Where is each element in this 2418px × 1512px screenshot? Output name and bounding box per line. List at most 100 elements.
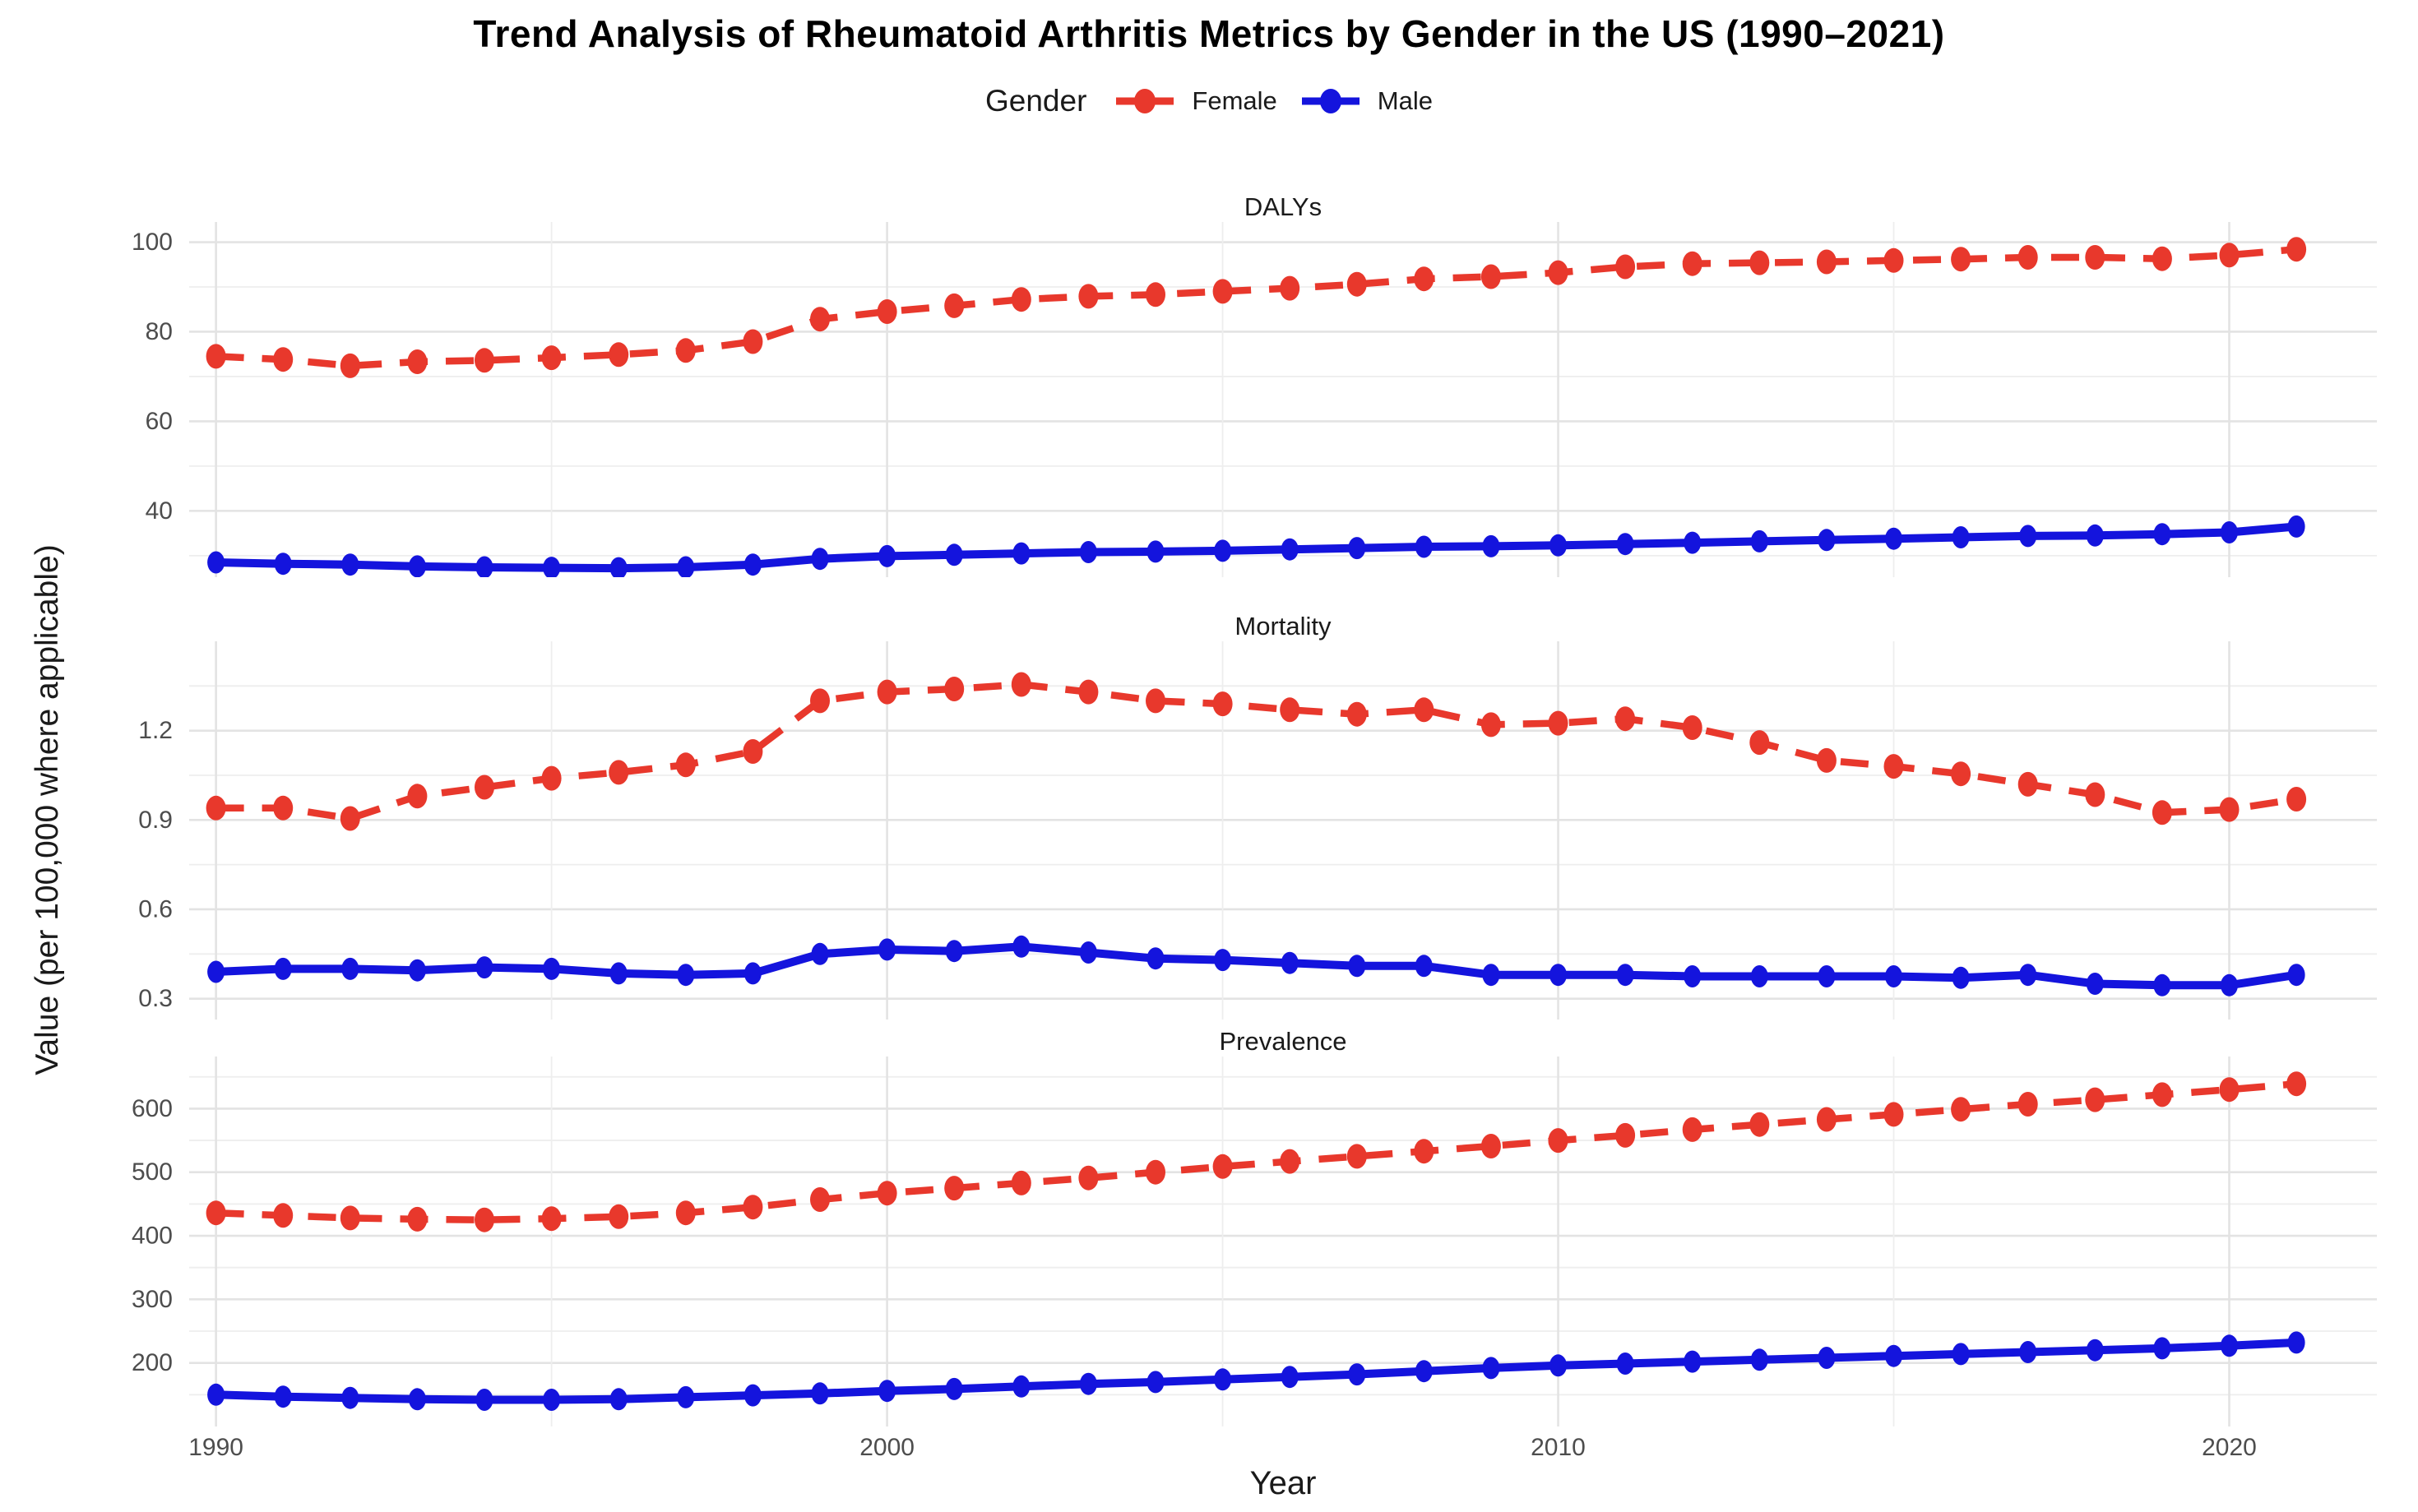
data-point-male [1482, 1357, 1500, 1380]
data-point-male [1549, 534, 1567, 557]
data-point-female [1548, 710, 1568, 736]
data-point-female [1212, 1154, 1233, 1179]
data-point-female [2219, 243, 2240, 268]
series-line-female [215, 681, 2297, 822]
data-point-female [1011, 1170, 1031, 1195]
data-point-male [1684, 531, 1702, 554]
data-point-female [206, 795, 226, 821]
x-axis-title: Year [1249, 1465, 1317, 1501]
data-point-female [675, 1200, 696, 1226]
y-tick-label: 200 [132, 1349, 173, 1376]
data-point-male [2153, 973, 2171, 996]
data-point-female [1480, 264, 1501, 289]
data-point-female [2152, 800, 2172, 825]
y-tick-label: 400 [132, 1223, 173, 1250]
data-point-female [1480, 1134, 1501, 1158]
data-point-male [1616, 1352, 1634, 1375]
data-point-male [1482, 964, 1500, 987]
data-point-male [609, 962, 628, 985]
data-point-female [944, 677, 965, 701]
data-point-male [475, 1389, 493, 1411]
data-point-male [1079, 941, 1097, 964]
data-point-male [743, 553, 762, 576]
data-point-female [1749, 250, 1770, 275]
data-point-male [609, 557, 628, 577]
data-point-female [1146, 282, 1165, 307]
data-point-female [1346, 271, 1367, 297]
data-point-male [1214, 1368, 1232, 1391]
data-point-male [1750, 529, 1768, 553]
data-point-male [1818, 529, 1836, 552]
data-point-female [1146, 1159, 1165, 1185]
data-point-female [1146, 688, 1165, 714]
data-point-male [341, 1386, 359, 1409]
y-tick-label: 60 [146, 408, 173, 435]
data-point-male [1750, 1348, 1768, 1371]
data-point-male [677, 556, 695, 577]
data-point-male [543, 957, 561, 980]
data-point-male [1616, 964, 1634, 987]
y-tick-label: 300 [132, 1286, 173, 1313]
data-point-female [1816, 747, 1837, 773]
data-point-female [1414, 1139, 1434, 1164]
x-tick-label: 2000 [859, 1434, 915, 1461]
data-point-male [1952, 1343, 1970, 1366]
data-point-male [1348, 955, 1366, 978]
chart-panel-mortality: 0.3 0.6 0.9 1.2 [138, 641, 2377, 1020]
data-point-female [1548, 1128, 1568, 1154]
data-point-male [1012, 1375, 1031, 1398]
data-point-female [2017, 245, 2038, 270]
data-point-female [340, 806, 360, 831]
data-point-female [1883, 1102, 1904, 1127]
data-point-male [2287, 515, 2305, 538]
facet-title-prevalence: Prevalence [1219, 1027, 1347, 1056]
data-point-male [1952, 966, 1970, 989]
data-point-male [543, 557, 561, 577]
facet-title-mortality: Mortality [1234, 612, 1332, 640]
data-point-female [810, 307, 830, 332]
data-point-male [1415, 1360, 1433, 1383]
x-tick-label: 2020 [2202, 1434, 2257, 1461]
data-point-male [341, 553, 359, 576]
series-line-male [215, 942, 2297, 990]
data-point-male [811, 942, 829, 965]
data-point-female [1615, 254, 1636, 280]
data-point-female [810, 1187, 830, 1212]
y-tick-label: 0.9 [138, 807, 173, 834]
data-point-male [2086, 973, 2104, 995]
y-tick-label: 500 [132, 1158, 173, 1186]
y-tick-label: 0.6 [138, 895, 173, 922]
y-tick-label: 0.3 [138, 985, 173, 1012]
data-point-female [2152, 246, 2172, 271]
data-point-male [878, 938, 896, 961]
data-point-female [1951, 247, 1971, 272]
data-point-female [1883, 247, 1904, 273]
data-point-female [1883, 754, 1904, 779]
data-point-male [1415, 955, 1433, 978]
data-point-male [2287, 964, 2305, 987]
data-point-male [408, 555, 426, 577]
data-point-female [1548, 260, 1568, 285]
data-point-female [1615, 1122, 1636, 1148]
data-point-male [1012, 542, 1031, 565]
chart-panel-prevalence: 200 300 400 500 600 [132, 1057, 2377, 1426]
data-point-female [407, 784, 428, 809]
data-point-male [878, 544, 896, 567]
data-point-female [1078, 284, 1099, 309]
data-point-male [1281, 538, 1299, 561]
data-point-male [1616, 533, 1634, 556]
data-point-female [273, 1203, 294, 1228]
data-point-female [1078, 679, 1099, 705]
male-line-key-icon [1299, 82, 1363, 120]
data-point-female [743, 1195, 763, 1220]
data-point-female [1280, 275, 1300, 301]
data-point-female [2017, 771, 2038, 797]
data-point-female [1816, 249, 1837, 275]
data-point-female [743, 739, 763, 764]
data-point-male [1684, 1350, 1702, 1373]
data-point-female [877, 1181, 897, 1206]
data-point-male [1012, 935, 1031, 958]
legend-item-male: Male [1299, 82, 1433, 120]
data-point-female [1682, 715, 1702, 740]
data-point-female [877, 679, 897, 705]
